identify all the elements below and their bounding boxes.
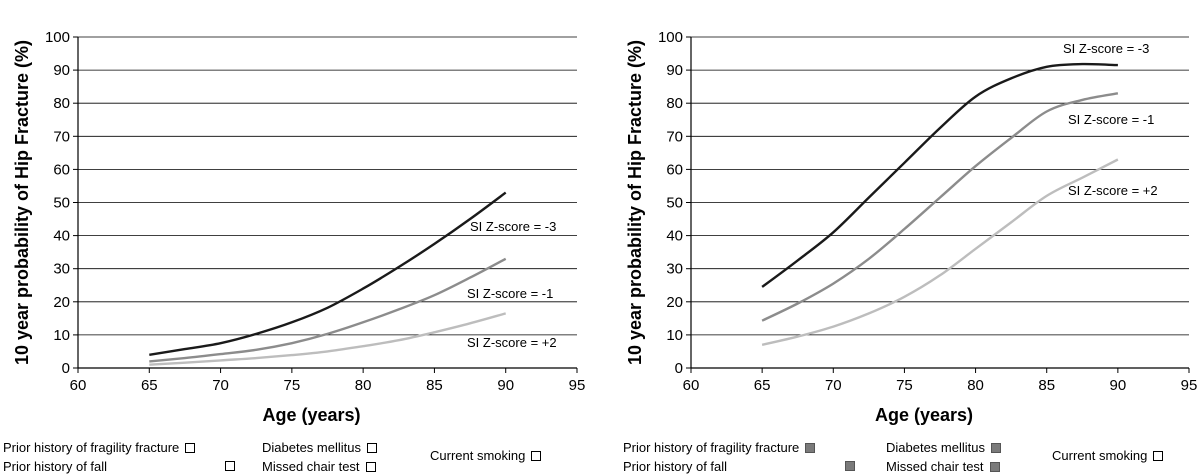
x-tick-label: 90 xyxy=(1110,377,1127,394)
legend-item-chair-test: Missed chair test xyxy=(886,458,1000,475)
y-tick-label: 20 xyxy=(666,294,683,311)
legend-item-fragility-fracture: Prior history of fragility fracture xyxy=(623,439,816,456)
legend-item-fall: Prior history of fall xyxy=(623,458,727,475)
y-tick-label: 80 xyxy=(666,95,683,112)
legend-item-fall: Prior history of fall xyxy=(3,458,107,475)
y-tick-label: 50 xyxy=(53,195,70,212)
y-axis-title: 10 year probability of Hip Fracture (%) xyxy=(625,40,645,365)
y-tick-label: 40 xyxy=(53,228,70,245)
x-tick-label: 95 xyxy=(569,377,586,394)
chart-panel-2: 0 10 20 30 40 50 60 70 80 90 100 60 65 70 75 80 85 90 95 Ag… xyxy=(625,29,1197,425)
x-tick-label: 65 xyxy=(141,377,158,394)
series-label: SI Z-score = -3 xyxy=(1063,41,1149,56)
chart-panel-1: 0 10 20 30 40 50 60 70 80 90 100 60 65 70 75 80 85 90 95 Ag… xyxy=(12,29,585,425)
series-line xyxy=(149,191,507,356)
y-tick-label: 100 xyxy=(658,29,683,46)
series-line xyxy=(761,92,1119,322)
y-tick-label: 0 xyxy=(675,360,683,377)
legend-label: Prior history of fall xyxy=(3,459,108,474)
legend-item-diabetes: Diabetes mellitus xyxy=(262,439,377,456)
series-line xyxy=(761,62,1118,288)
legend-label: Prior history of fragility fracture xyxy=(623,440,800,455)
y-axis-title: 10 year probability of Hip Fracture (%) xyxy=(12,40,32,365)
y-tick-label: 80 xyxy=(53,95,70,112)
series-line xyxy=(149,257,507,363)
checkbox-icon xyxy=(367,443,377,453)
legend-label: Diabetes mellitus xyxy=(262,440,361,455)
x-tick-label: 80 xyxy=(355,377,372,394)
x-tick-label: 95 xyxy=(1181,377,1198,394)
y-tick-label: 70 xyxy=(666,128,683,145)
legend-label: Missed chair test xyxy=(886,459,984,474)
y-tick-label: 20 xyxy=(53,294,70,311)
y-tick-label: 40 xyxy=(666,228,683,245)
series-label: SI Z-score = -3 xyxy=(470,219,556,234)
legend-item-smoking: Current smoking xyxy=(430,447,542,464)
legend-item-fragility-fracture: Prior history of fragility fracture xyxy=(3,439,196,456)
checkbox-icon xyxy=(365,462,376,472)
legend-item-smoking: Current smoking xyxy=(1052,447,1164,464)
series-label: SI Z-score = +2 xyxy=(467,335,557,350)
checkbox-icon xyxy=(845,461,855,471)
legend-label: Diabetes mellitus xyxy=(886,440,985,455)
y-tick-label: 60 xyxy=(53,161,70,178)
x-tick-label: 70 xyxy=(212,377,229,394)
y-tick-label: 30 xyxy=(53,261,70,278)
y-tick-label: 10 xyxy=(53,327,70,344)
series-label: SI Z-score = +2 xyxy=(1068,183,1158,198)
y-tick-label: 30 xyxy=(666,261,683,278)
y-tick-label: 100 xyxy=(45,29,70,46)
x-axis-title: Age (years) xyxy=(875,405,973,425)
legend-label: Current smoking xyxy=(430,448,526,463)
x-tick-label: 80 xyxy=(967,377,984,394)
legend-label: Missed chair test xyxy=(262,459,360,474)
y-tick-label: 10 xyxy=(666,327,683,344)
series-label: SI Z-score = -1 xyxy=(467,286,553,301)
legend-item-diabetes: Diabetes mellitus xyxy=(886,439,1001,456)
x-tick-label: 85 xyxy=(1038,377,1055,394)
x-tick-label: 65 xyxy=(754,377,771,394)
x-tick-label: 75 xyxy=(896,377,913,394)
x-axis-title: Age (years) xyxy=(262,405,360,425)
legend-item-chair-test: Missed chair test xyxy=(262,458,376,475)
checkbox-icon xyxy=(225,461,235,471)
x-tick-label: 60 xyxy=(683,377,700,394)
series-line xyxy=(761,158,1119,346)
y-tick-label: 50 xyxy=(666,195,683,212)
x-tick-label: 70 xyxy=(825,377,842,394)
x-tick-label: 60 xyxy=(70,377,87,394)
checkbox-icon xyxy=(805,443,816,453)
x-tick-label: 85 xyxy=(426,377,443,394)
checkbox-icon xyxy=(185,443,196,453)
checkbox-icon xyxy=(531,451,542,461)
y-tick-label: 60 xyxy=(666,161,683,178)
checkbox-icon xyxy=(1153,451,1164,461)
x-tick-label: 75 xyxy=(284,377,301,394)
y-tick-label: 90 xyxy=(53,62,70,79)
legend-label: Prior history of fall xyxy=(623,459,728,474)
series-line xyxy=(149,312,507,366)
y-tick-label: 0 xyxy=(62,360,70,377)
y-tick-label: 70 xyxy=(53,128,70,145)
legend-label: Prior history of fragility fracture xyxy=(3,440,180,455)
legend-label: Current smoking xyxy=(1052,448,1148,463)
checkbox-icon xyxy=(989,462,1000,472)
y-tick-label: 90 xyxy=(666,62,683,79)
checkbox-icon xyxy=(991,443,1001,453)
series-label: SI Z-score = -1 xyxy=(1068,112,1154,127)
x-tick-label: 90 xyxy=(497,377,514,394)
